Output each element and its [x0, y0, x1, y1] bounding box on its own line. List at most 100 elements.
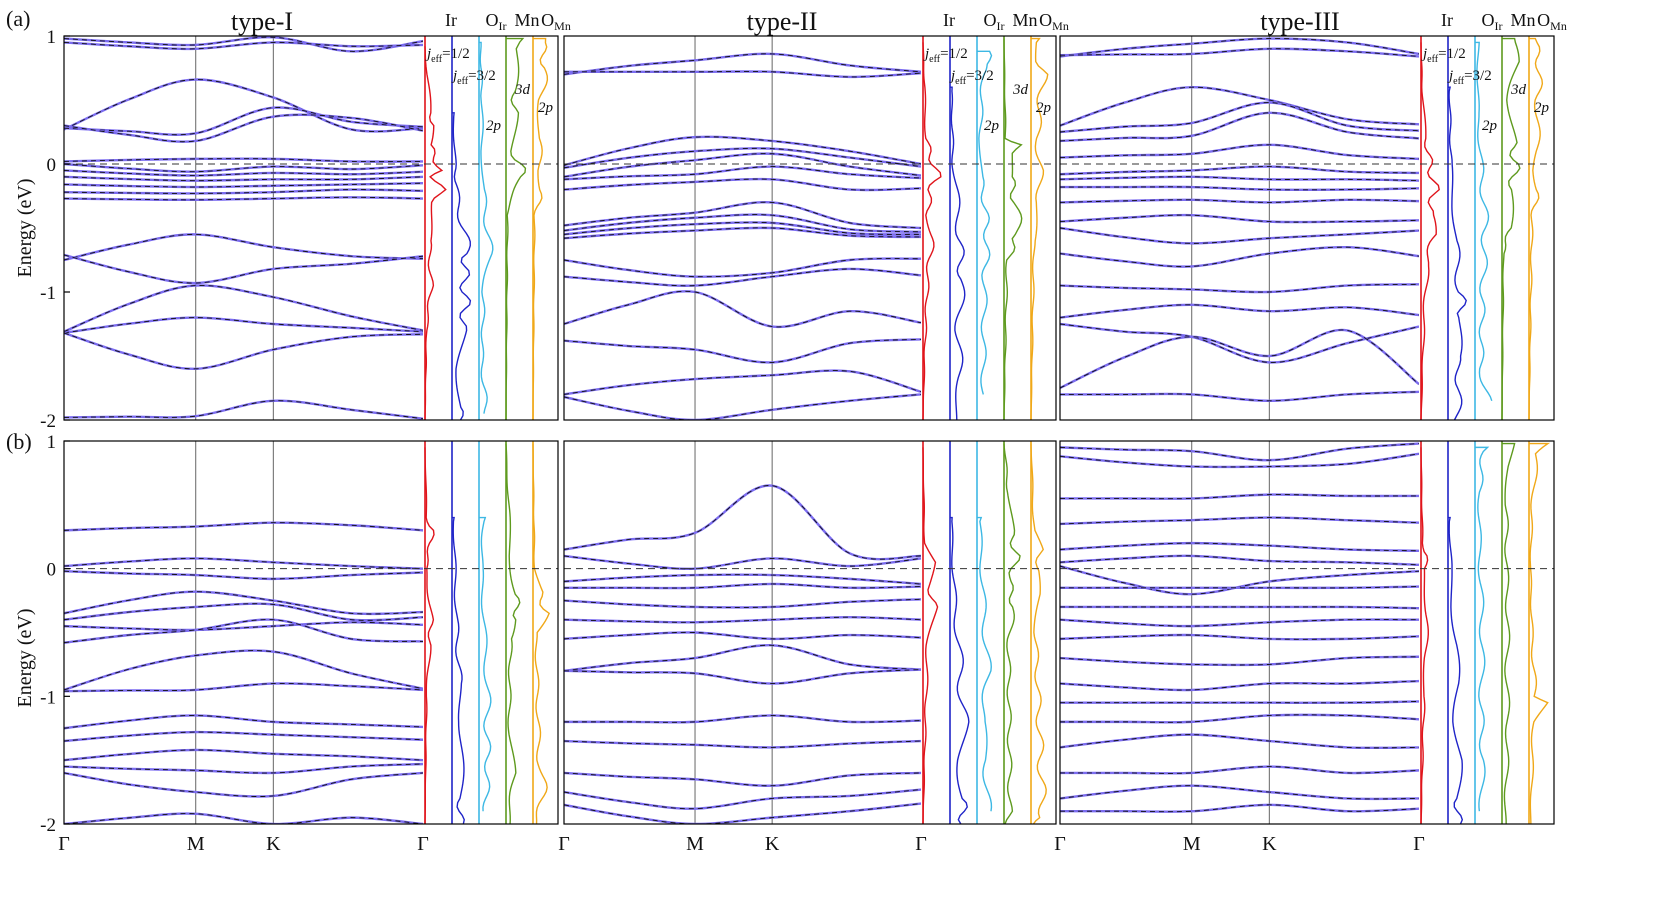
band-dft-line [64, 570, 423, 581]
label-jeff-half: jeff=1/2 [1421, 46, 1466, 65]
dos-curve-oir [977, 516, 993, 812]
band-model-line [64, 772, 423, 797]
y-tick-label: 0 [47, 560, 57, 581]
band-dft-line [564, 615, 921, 624]
band-dft-line [1060, 713, 1419, 724]
y-tick-label: -1 [40, 283, 56, 304]
panels: 10-1-2Ir OIr Mn OMnjeff=1/2jeff=3/22p3d2pIr… [40, 10, 1567, 855]
band-model-line [1060, 329, 1419, 389]
band-model-line [564, 290, 921, 328]
band-dft-line [64, 175, 423, 182]
band-dft-line [564, 290, 921, 329]
band-dft-line [1060, 700, 1419, 705]
band-model-line [564, 370, 921, 395]
band-model-line [64, 233, 423, 261]
label-omn-2p: 2p [538, 100, 554, 116]
dos-header: OIr [1482, 10, 1503, 33]
dos-curve-omn [532, 37, 549, 421]
dos-curve-j3half [452, 516, 465, 825]
panel-frame [1059, 35, 1555, 421]
y-tick-label: -2 [40, 411, 56, 432]
panel-a-type-i: 1 0 -1 -2 Ir OIr Mn OMn jeff=1/2 jeff=3/2 2p 3d 2p [40, 10, 571, 432]
dos-curve-oir [1475, 41, 1493, 402]
band-model-line [64, 731, 423, 742]
band-model-line [1060, 555, 1419, 566]
band-model-line [64, 400, 423, 420]
band-model-line [1060, 323, 1419, 363]
x-tick-label: Γ [558, 833, 570, 855]
band-model-line [564, 715, 921, 723]
band-model-line [564, 574, 921, 585]
band-model-line [1060, 102, 1419, 133]
band-model-line [64, 763, 423, 774]
band-model-line [1060, 112, 1419, 142]
band-model-line [564, 669, 921, 685]
band-dft-line [1060, 390, 1419, 403]
bands [564, 52, 921, 420]
band-dft-line [64, 157, 423, 163]
label-jeff-three-half: jeff=3/2 [1447, 68, 1492, 87]
band-dft-line [564, 631, 921, 641]
band-dft-line [1060, 493, 1419, 500]
band-model-line [1060, 734, 1419, 749]
dos-curve-mn [505, 37, 527, 421]
dos-header: OMn [1039, 10, 1069, 33]
band-dft-line [1060, 175, 1419, 182]
band-dft-line [564, 714, 921, 724]
band-model-line [564, 631, 921, 640]
band-model-line [64, 107, 423, 136]
band-model-line [64, 650, 423, 691]
dos-curve-omn [1030, 37, 1049, 421]
band-dft-line [64, 41, 423, 51]
x-tick-label: Γ [58, 833, 70, 855]
dos-header: Ir [943, 10, 955, 30]
x-tick-label: Γ [1054, 833, 1066, 855]
band-model-line [64, 591, 423, 615]
dos-curve-jhalf [1420, 42, 1440, 421]
band-model-line [64, 621, 423, 631]
band-model-line [564, 221, 921, 235]
band-model-line [64, 254, 423, 284]
band-model-line [1060, 494, 1419, 500]
band-model-line [564, 583, 921, 589]
band-dft-line [64, 771, 423, 798]
band-dft-line [64, 521, 423, 532]
band-model-line [1060, 443, 1419, 461]
band-model-line [1060, 304, 1419, 319]
dos-curve-j3half [950, 516, 970, 825]
panel-title-type-iii: type-III [1260, 7, 1339, 36]
y-tick-label: 0 [47, 155, 57, 176]
band-model-line [1060, 391, 1419, 402]
dos-curve-jhalf [424, 447, 435, 825]
dos-curve-oir [479, 41, 494, 414]
band-model-line [564, 616, 921, 623]
label-mn-3d: 3d [1012, 82, 1029, 98]
dos-curve-oir [1475, 446, 1490, 812]
band-dft-line [564, 668, 921, 685]
band-dft-line [1060, 585, 1419, 590]
band-dft-line [1060, 784, 1419, 801]
band-dft-line [1060, 322, 1419, 364]
band-dft-line [1060, 165, 1419, 176]
band-dft-line [1060, 541, 1419, 552]
dos-curve-omn [532, 443, 551, 825]
band-dft-line [64, 590, 423, 616]
dos-curve-jhalf [922, 42, 942, 421]
bands [1060, 37, 1419, 403]
band-model-line [564, 338, 921, 363]
band-model-line [564, 789, 921, 810]
panel-b-type-i: 10-1-2Γ M K Γ [40, 432, 559, 855]
panel-frame [63, 440, 559, 825]
band-dft-line [564, 267, 921, 287]
band-model-line [1060, 176, 1419, 182]
band-dft-line [564, 598, 921, 609]
band-dft-line [64, 188, 423, 195]
band-model-line [1060, 517, 1419, 525]
band-dft-line [64, 557, 423, 570]
band-dft-line [64, 182, 423, 189]
band-model-line [64, 813, 423, 824]
band-dft-line [64, 169, 423, 177]
band-model-line [1060, 565, 1419, 595]
band-model-line [64, 169, 423, 176]
